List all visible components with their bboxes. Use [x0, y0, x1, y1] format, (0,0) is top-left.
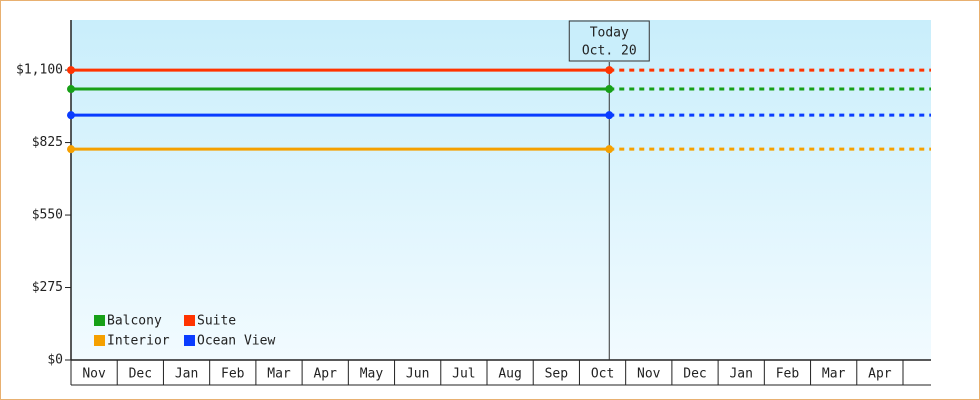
legend-swatch — [184, 315, 195, 326]
y-tick-label: $275 — [32, 280, 63, 295]
x-tick-label: Jan — [175, 367, 198, 382]
price-point — [605, 111, 614, 120]
today-date: Oct. 20 — [582, 44, 637, 59]
price-point — [67, 85, 75, 94]
price-point — [67, 111, 75, 120]
price-point — [67, 145, 75, 154]
y-tick-label: $825 — [32, 135, 63, 150]
legend-swatch — [94, 315, 105, 326]
legend-label: Ocean View — [197, 334, 275, 349]
x-tick-label: Apr — [868, 367, 892, 382]
legend-label: Interior — [107, 334, 170, 349]
x-tick-label: Oct — [591, 367, 614, 382]
x-tick-label: Dec — [129, 367, 152, 382]
today-box — [568, 20, 650, 62]
x-tick-label: Dec — [683, 367, 706, 382]
x-tick-label: Feb — [776, 367, 800, 382]
price-point — [605, 66, 614, 75]
x-tick-label: Jul — [452, 367, 475, 382]
x-tick-label: May — [360, 367, 384, 382]
x-tick-label: Mar — [822, 367, 846, 382]
legend-label: Balcony — [107, 314, 162, 329]
plot-area — [71, 20, 931, 360]
x-tick-label: Nov — [637, 367, 661, 382]
y-tick-label: $550 — [32, 208, 63, 223]
y-tick-label: $1,100 — [16, 63, 63, 78]
legend-swatch — [184, 335, 195, 346]
price-point — [67, 66, 75, 75]
x-tick-label: Feb — [221, 367, 245, 382]
x-tick-label: Aug — [498, 367, 521, 382]
legend-swatch — [94, 335, 105, 346]
price-point — [605, 145, 614, 154]
x-tick-label: Apr — [313, 367, 337, 382]
price-point — [605, 85, 614, 94]
y-tick-label: $0 — [47, 353, 63, 368]
today-label: Today — [590, 26, 629, 41]
legend-label: Suite — [197, 314, 236, 329]
x-tick-label: Jan — [729, 367, 752, 382]
x-tick-label: Mar — [267, 367, 291, 382]
x-tick-label: Nov — [82, 367, 106, 382]
x-tick-label: Jun — [406, 367, 429, 382]
x-tick-label: Sep — [545, 367, 569, 382]
